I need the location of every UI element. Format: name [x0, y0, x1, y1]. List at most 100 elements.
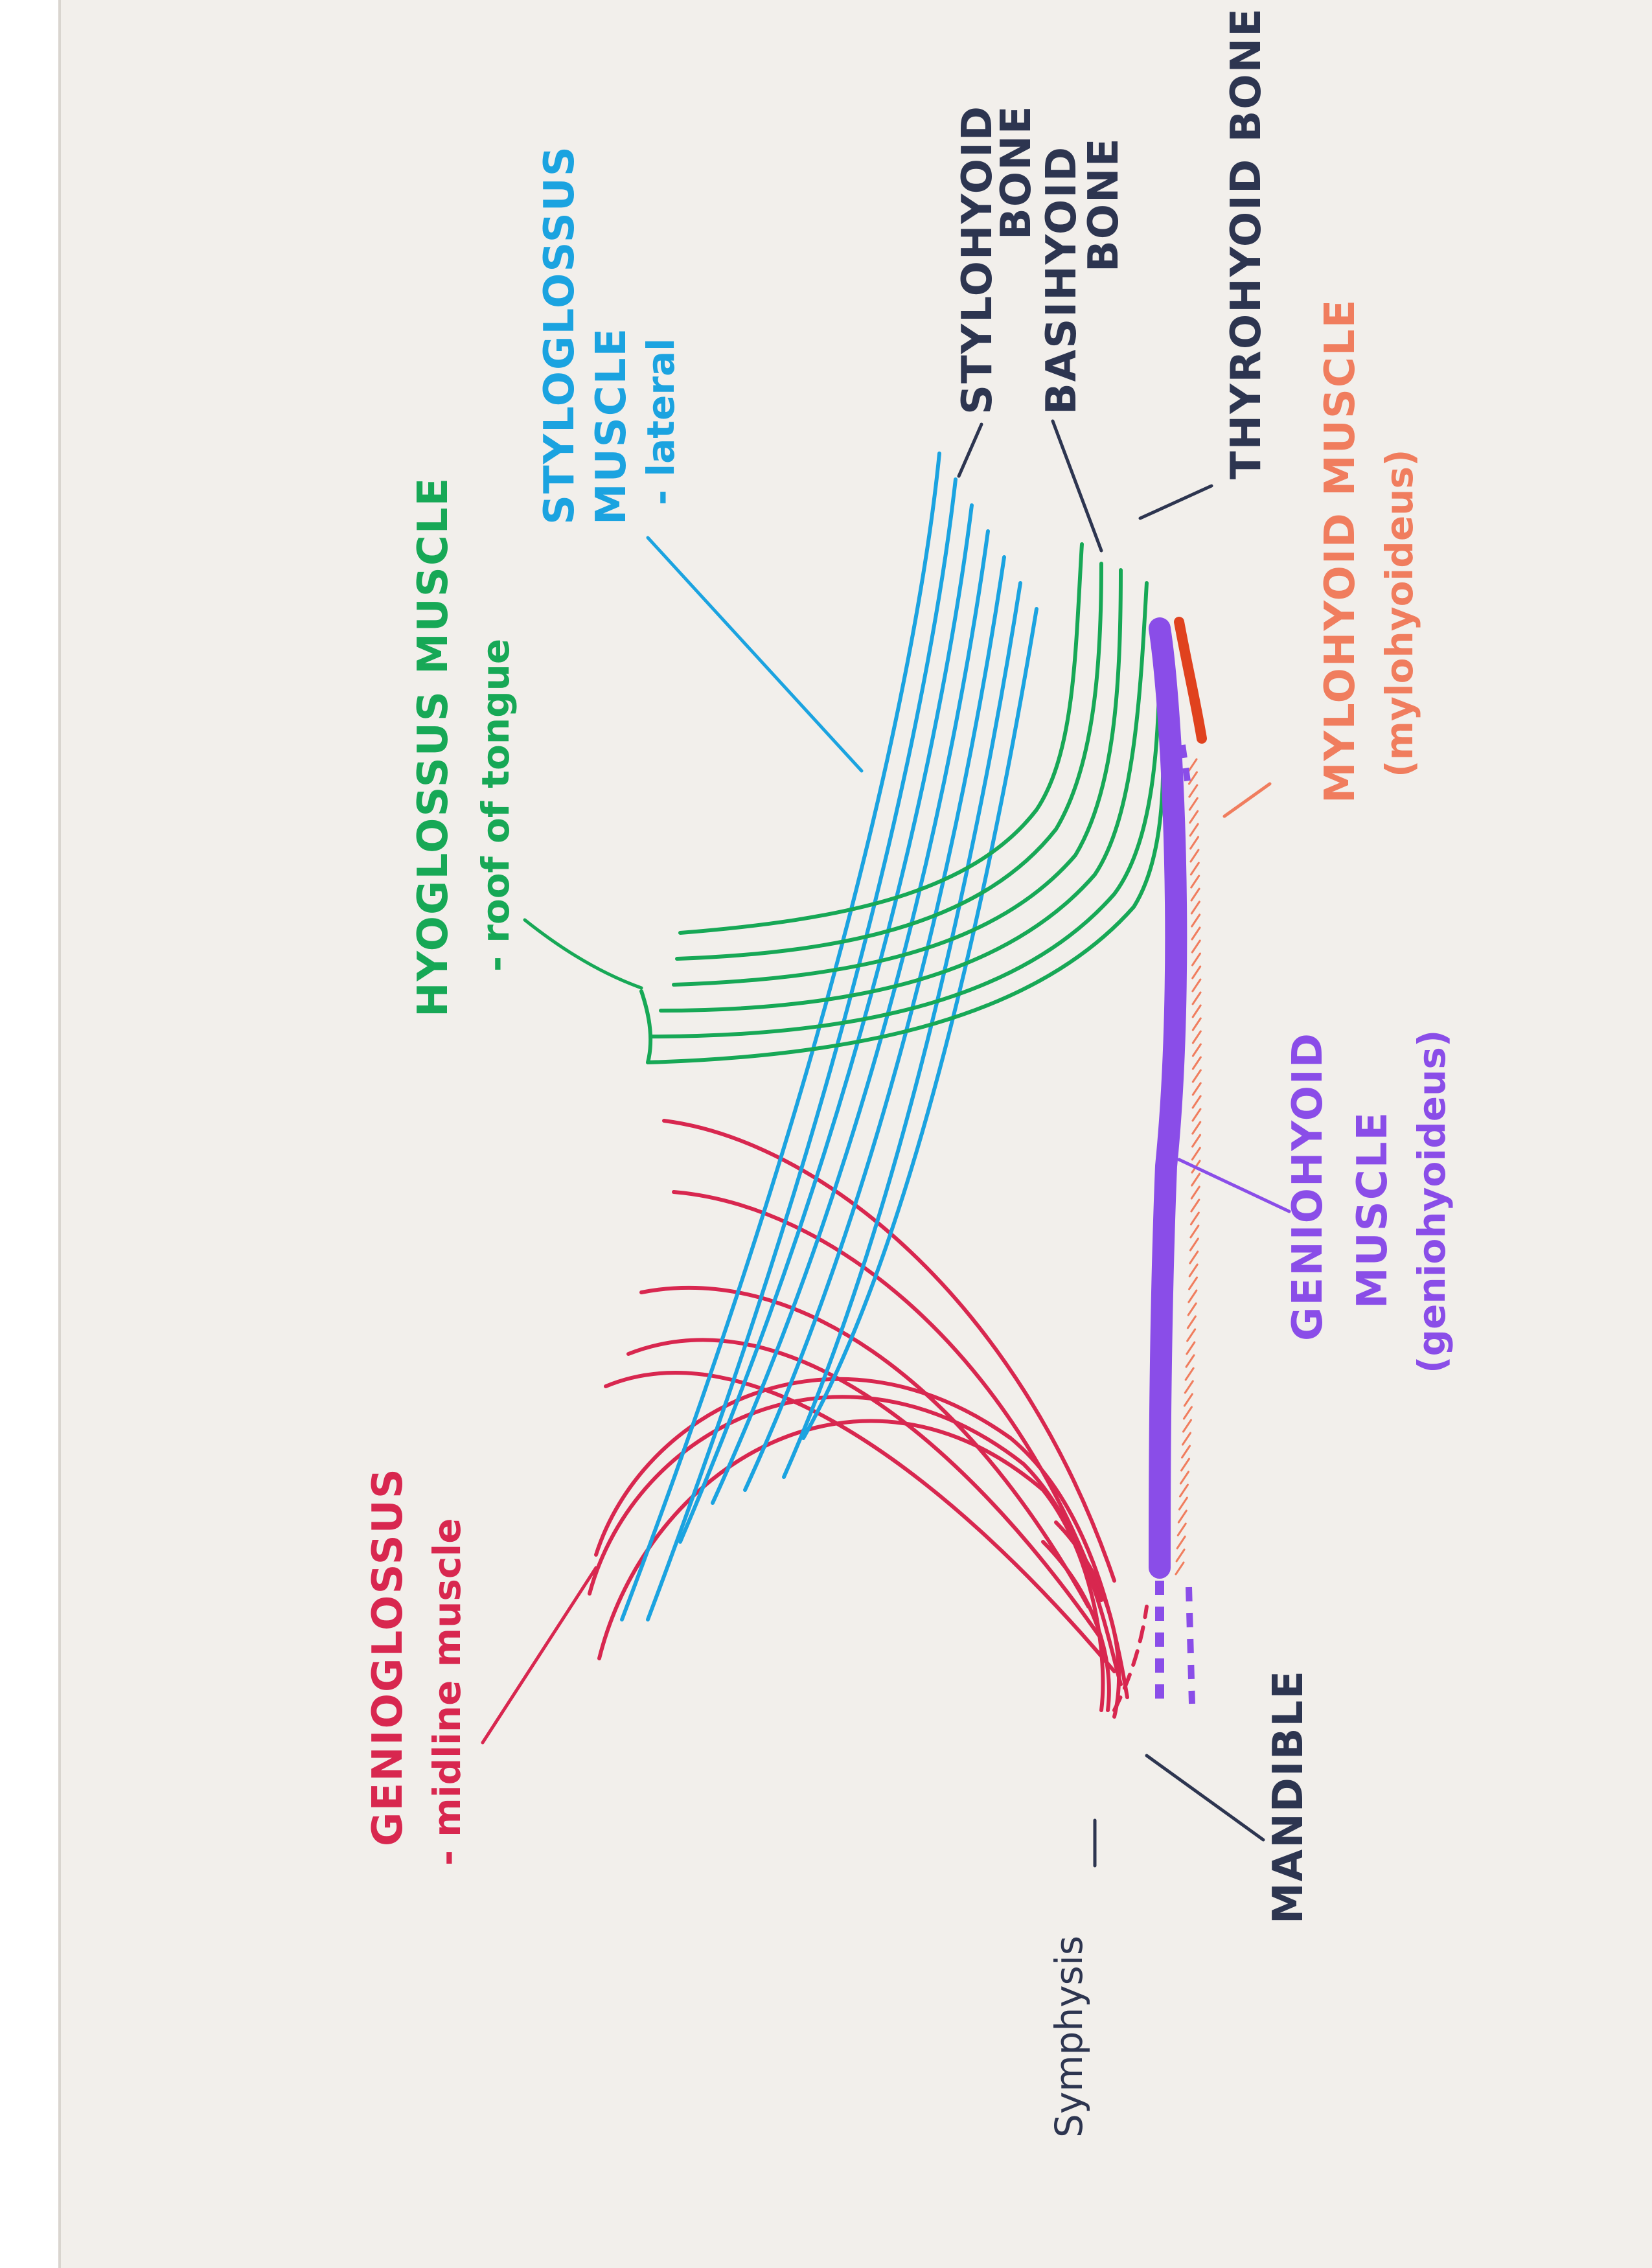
- leader-mandible: [1145, 1754, 1265, 1842]
- mylohyoid-hatch-stroke: [1191, 965, 1202, 979]
- mylohyoid-hatch-stroke: [1178, 1496, 1188, 1511]
- mylohyoid-hatch-stroke: [1191, 1147, 1201, 1161]
- mylohyoid-hatch-stroke: [1187, 1289, 1198, 1303]
- mylohyoid-hatch-stroke: [1189, 1237, 1199, 1252]
- mylohyoid-hatch-stroke: [1188, 797, 1199, 811]
- leader-lines: [481, 419, 1291, 1868]
- mylohyoid-hatch-stroke: [1175, 1548, 1186, 1563]
- mylohyoid-muscle: [1174, 617, 1207, 1575]
- mylohyoid-hatch-stroke: [1182, 1432, 1192, 1446]
- mylohyoid-hatch-stroke: [1191, 1095, 1202, 1109]
- label-genioglossus-title: GENIOGLOSSUS: [364, 1467, 412, 1846]
- mylohyoid-hatch-stroke: [1185, 1354, 1195, 1368]
- mylohyoid-hatch-stroke: [1182, 1419, 1192, 1433]
- scanner-edge: [0, 0, 60, 2268]
- mylohyoid-hatch-stroke: [1189, 1224, 1200, 1239]
- mylohyoid-hatch-stroke: [1191, 1004, 1202, 1018]
- leader-thyrohyoid: [1138, 484, 1213, 520]
- mylohyoid-hatch-stroke: [1189, 823, 1199, 837]
- mylohyoid-hatch-stroke: [1191, 991, 1202, 1005]
- leader-basihyoid: [1051, 419, 1103, 553]
- label-styloglossus-line3: - lateral: [639, 338, 683, 505]
- mylohyoid-hatch-stroke: [1183, 1393, 1193, 1407]
- styloglossus-fibres: [620, 452, 1038, 1621]
- mylohyoid-hatch-stroke: [1191, 1134, 1202, 1148]
- mylohyoid-hatch-stroke: [1186, 1328, 1197, 1342]
- mylohyoid-hatch-stroke: [1191, 1043, 1202, 1057]
- geniohyoid-dashed-top: [1179, 744, 1192, 791]
- label-hyoglossus-sub: - roof of tongue: [474, 639, 518, 972]
- mylohyoid-hatch-stroke: [1184, 1367, 1195, 1381]
- mylohyoid-hatch-stroke: [1191, 1030, 1202, 1044]
- mylohyoid-hatch-stroke: [1184, 1380, 1194, 1394]
- leader-mylohyoid: [1222, 782, 1272, 818]
- mylohyoid-hatch-stroke: [1188, 1276, 1199, 1290]
- mylohyoid-hatch-stroke: [1189, 1211, 1200, 1226]
- label-stylohyoid-line2: BONE: [992, 105, 1040, 240]
- leader-stylohyoid: [957, 422, 983, 478]
- mylohyoid-hatch-stroke: [1191, 1173, 1201, 1187]
- label-geniohyoid-title: GENIOHYOID: [1284, 1032, 1332, 1341]
- mylohyoid-hatch-stroke: [1191, 913, 1201, 928]
- mylohyoid-hatch-stroke: [1189, 862, 1200, 876]
- genioglossus-dashed-insertion: [1112, 1605, 1149, 1712]
- leader-genioglossus: [481, 1566, 598, 1745]
- mylohyoid-hatch-stroke: [1191, 1069, 1202, 1083]
- mylohyoid-dark-stripe: [1174, 617, 1207, 744]
- mylohyoid-hatching: [1175, 758, 1202, 1575]
- label-hyoglossus-title: HYOGLOSSUS MUSCLE: [409, 477, 457, 1017]
- mylohyoid-hatch-stroke: [1188, 784, 1199, 798]
- mylohyoid-hatch-stroke: [1188, 1263, 1199, 1277]
- mylohyoid-hatch-stroke: [1190, 888, 1200, 902]
- mylohyoid-hatch-stroke: [1191, 1121, 1202, 1135]
- label-geniohyoid-sub: (geniohyoideus): [1410, 1030, 1454, 1373]
- mylohyoid-hatch-stroke: [1191, 952, 1201, 967]
- mylohyoid-hatch-stroke: [1181, 1445, 1191, 1459]
- mylohyoid-hatch-stroke: [1186, 1315, 1197, 1329]
- mylohyoid-hatch-stroke: [1191, 1056, 1202, 1070]
- mylohyoid-hatch-stroke: [1180, 1458, 1190, 1472]
- mylohyoid-hatch-stroke: [1179, 1471, 1189, 1485]
- mylohyoid-hatch-stroke: [1187, 758, 1198, 772]
- leader-styloglossus: [646, 536, 864, 773]
- mylohyoid-hatch-stroke: [1178, 1483, 1189, 1498]
- genioglossus-fibres: [588, 1119, 1149, 1719]
- label-basihyoid-line2: BONE: [1080, 137, 1128, 272]
- mylohyoid-hatch-stroke: [1191, 1108, 1202, 1122]
- leader-geniohyoid: [1177, 1158, 1291, 1213]
- mylohyoid-hatch-stroke: [1191, 1082, 1202, 1096]
- label-stylohyoid-title: STYLOHYOID: [954, 105, 1002, 415]
- label-genioglossus-sub: - midline muscle: [425, 1518, 469, 1866]
- label-thyrohyoid-title: THYROHYOID BONE: [1222, 7, 1270, 479]
- mylohyoid-hatch-stroke: [1191, 926, 1201, 941]
- geniohyoid-band: [1149, 617, 1187, 1579]
- mylohyoid-hatch-stroke: [1191, 1017, 1202, 1031]
- mylohyoid-hatch-stroke: [1190, 900, 1200, 915]
- mylohyoid-hatch-stroke: [1189, 810, 1199, 824]
- label-geniohyoid-line2: MUSCLE: [1349, 1111, 1397, 1309]
- label-styloglossus-title: STYLOGLOSSUS: [536, 145, 584, 525]
- mylohyoid-hatch-stroke: [1189, 849, 1200, 863]
- mylohyoid-hatch-stroke: [1176, 1535, 1186, 1550]
- label-mylohyoid-title: MYLOHYOID MUSCLE: [1316, 299, 1364, 803]
- mylohyoid-hatch-stroke: [1187, 771, 1198, 785]
- mylohyoid-hatch-stroke: [1176, 1522, 1187, 1537]
- label-mylohyoid-sub: (mylohyoideus): [1377, 450, 1421, 777]
- mylohyoid-hatch-stroke: [1175, 1561, 1185, 1575]
- mylohyoid-hatch-stroke: [1187, 1302, 1197, 1316]
- geniohyoid-dashed-end-2: [1186, 1586, 1195, 1704]
- mylohyoid-hatch-stroke: [1191, 978, 1202, 992]
- mylohyoid-hatch-stroke: [1186, 1341, 1196, 1355]
- mylohyoid-hatch-stroke: [1182, 1406, 1193, 1420]
- mylohyoid-hatch-stroke: [1189, 1250, 1199, 1265]
- leader-hyoglossus: [523, 918, 643, 990]
- mylohyoid-hatch-stroke: [1191, 939, 1201, 954]
- mylohyoid-hatch-stroke: [1189, 836, 1200, 850]
- label-basihyoid-title: BASIHYOID: [1038, 146, 1086, 415]
- geniohyoid-muscle: [1149, 617, 1195, 1710]
- mylohyoid-hatch-stroke: [1190, 1186, 1200, 1200]
- label-symphysis: Symphysis: [1047, 1936, 1091, 2138]
- mylohyoid-hatch-stroke: [1177, 1509, 1187, 1524]
- label-mandible: MANDIBLE: [1265, 1669, 1313, 1924]
